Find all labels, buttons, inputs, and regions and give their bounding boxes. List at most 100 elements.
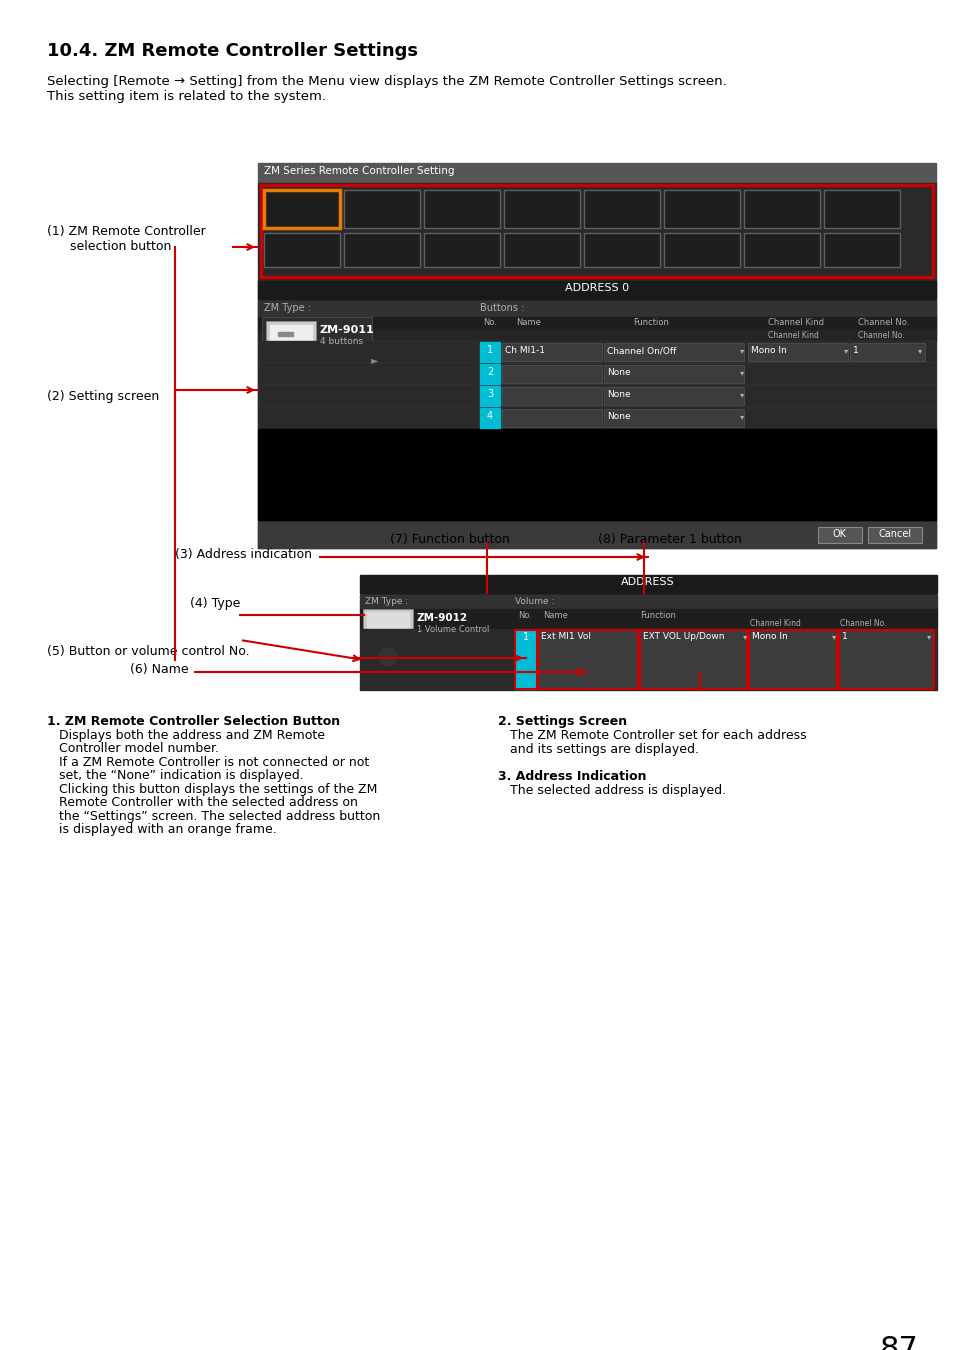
Bar — [359, 595, 936, 609]
Text: ADDRESS 0: ADDRESS 0 — [282, 194, 321, 201]
Bar — [503, 234, 579, 267]
Text: OK: OK — [832, 529, 846, 539]
Bar — [359, 629, 936, 690]
Text: ZM Type :: ZM Type : — [264, 302, 311, 313]
Text: Channel On/Off: Channel On/Off — [606, 346, 676, 355]
Text: ADDRESS E: ADDRESS E — [761, 238, 801, 243]
Text: ADDRESS 4: ADDRESS 4 — [601, 194, 641, 201]
Bar — [257, 406, 935, 429]
Text: ADDRESS: ADDRESS — [620, 576, 674, 587]
Bar — [743, 190, 820, 228]
Text: Channel Kind: Channel Kind — [767, 319, 823, 327]
Bar — [515, 630, 537, 688]
Bar — [423, 190, 499, 228]
Circle shape — [378, 648, 396, 666]
Bar — [603, 364, 743, 383]
Bar — [823, 234, 899, 267]
Bar — [479, 342, 499, 362]
Text: ADDRESS 3: ADDRESS 3 — [521, 194, 561, 201]
Text: 1: 1 — [522, 632, 529, 643]
Text: ZM Series Remote Controller Setting: ZM Series Remote Controller Setting — [264, 166, 454, 176]
Bar — [838, 630, 933, 688]
Bar — [663, 234, 740, 267]
Bar — [277, 371, 293, 375]
Text: ▾: ▾ — [926, 632, 930, 641]
Text: ▾: ▾ — [740, 369, 743, 377]
Bar — [583, 190, 659, 228]
Text: ZM Type :: ZM Type : — [365, 597, 408, 606]
Text: (7) Function button: (7) Function button — [390, 533, 510, 545]
Bar — [359, 575, 936, 690]
Text: Selecting [Remote → Setting] from the Menu view displays the ZM Remote Controlle: Selecting [Remote → Setting] from the Me… — [47, 76, 726, 103]
Text: Channel Kind: Channel Kind — [749, 620, 800, 628]
Text: ZM-9013: ZM-9013 — [754, 205, 808, 215]
Text: None: None — [444, 247, 478, 261]
Bar — [817, 526, 862, 543]
Text: Volume :: Volume : — [515, 597, 554, 606]
Text: (3) Address indication: (3) Address indication — [174, 548, 312, 562]
Bar — [867, 526, 921, 543]
Bar — [823, 190, 899, 228]
Text: None: None — [606, 412, 630, 421]
Text: ZM-9012: ZM-9012 — [674, 205, 729, 215]
Text: Mono In: Mono In — [751, 632, 787, 641]
Bar — [603, 343, 743, 360]
Bar — [479, 386, 499, 406]
Text: is displayed with an orange frame.: is displayed with an orange frame. — [59, 824, 276, 837]
Text: ▾: ▾ — [740, 412, 743, 421]
Bar — [257, 317, 935, 329]
Text: ZM-9012: ZM-9012 — [416, 613, 468, 622]
Bar — [479, 408, 499, 428]
Text: Channel No.: Channel No. — [857, 331, 903, 340]
Text: ADDRESS 5: ADDRESS 5 — [681, 194, 721, 201]
Bar — [261, 185, 932, 277]
Bar — [603, 409, 743, 427]
Text: ZM-9011: ZM-9011 — [274, 205, 329, 215]
Text: Channel No.: Channel No. — [857, 319, 908, 327]
Text: ZM-9011: ZM-9011 — [319, 325, 375, 335]
Text: ADDRESS 9: ADDRESS 9 — [362, 238, 401, 243]
Text: ZM-9011: ZM-9011 — [594, 205, 649, 215]
Text: 3: 3 — [486, 389, 493, 400]
Text: 4 buttons: 4 buttons — [319, 338, 363, 346]
Bar — [515, 630, 537, 688]
Text: No.: No. — [517, 612, 532, 620]
Text: ▾: ▾ — [843, 346, 847, 355]
Bar — [501, 364, 601, 383]
Text: ADDRESS 0: ADDRESS 0 — [564, 284, 628, 293]
Text: None: None — [844, 247, 879, 261]
Text: 1: 1 — [486, 346, 493, 355]
Text: ADDRESS 8: ADDRESS 8 — [282, 238, 321, 243]
Text: 87: 87 — [879, 1335, 918, 1350]
Bar — [344, 234, 419, 267]
Text: Clicking this button displays the settings of the ZM: Clicking this button displays the settin… — [59, 783, 377, 796]
Text: 1: 1 — [841, 632, 847, 641]
Text: ZM-9013: ZM-9013 — [435, 205, 489, 215]
Text: Channel No.: Channel No. — [840, 620, 885, 628]
Text: Buttons :: Buttons : — [479, 302, 524, 313]
Text: ▾: ▾ — [831, 632, 836, 641]
Text: Mono In: Mono In — [750, 346, 786, 355]
Text: No.: No. — [482, 319, 497, 327]
Bar — [257, 184, 935, 548]
Bar — [603, 387, 743, 405]
Text: ADDRESS B: ADDRESS B — [521, 238, 561, 243]
Bar — [479, 364, 499, 383]
Bar — [257, 429, 935, 520]
Bar — [663, 190, 740, 228]
Text: 1: 1 — [852, 346, 858, 355]
Bar — [583, 234, 659, 267]
Text: ADDRESS F: ADDRESS F — [841, 238, 881, 243]
Text: 4: 4 — [486, 410, 493, 421]
Bar — [501, 387, 601, 405]
Bar — [367, 612, 409, 687]
Text: Name: Name — [542, 612, 567, 620]
Text: ADDRESS 1: ADDRESS 1 — [362, 194, 401, 201]
Text: Channel Kind: Channel Kind — [767, 331, 818, 340]
Text: 2. Settings Screen: 2. Settings Screen — [497, 716, 626, 728]
Text: None: None — [684, 247, 719, 261]
Bar — [270, 325, 312, 387]
Text: Remote Controller with the selected address on: Remote Controller with the selected addr… — [59, 796, 357, 810]
Text: ▾: ▾ — [740, 346, 743, 355]
Bar — [264, 190, 339, 228]
